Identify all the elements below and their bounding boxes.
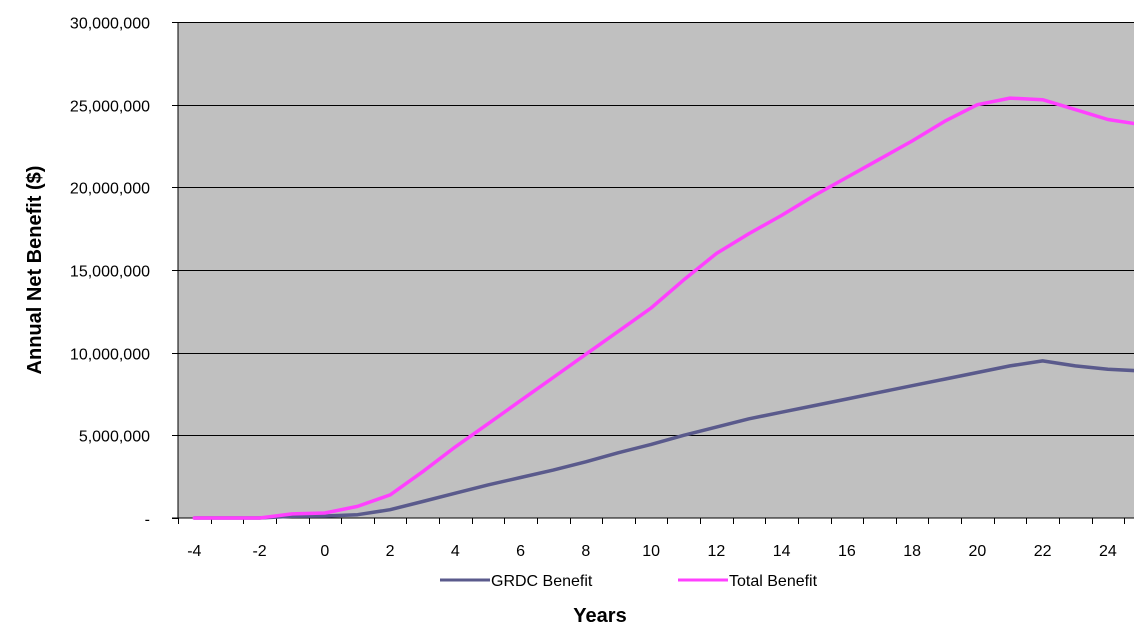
x-tick-label: 0 bbox=[320, 543, 329, 560]
x-tick-label: 10 bbox=[642, 543, 660, 560]
series-line-grdc bbox=[192, 359, 1134, 520]
x-axis-title: Years bbox=[573, 605, 626, 625]
y-tick-label: - bbox=[145, 512, 150, 529]
legend-label-grdc: GRDC Benefit bbox=[491, 573, 593, 590]
y-tick-label: 30,000,000 bbox=[70, 16, 150, 33]
x-tick-label: -4 bbox=[187, 543, 201, 560]
x-tick-label: 18 bbox=[903, 543, 921, 560]
y-tick-labels: - 5,000,000 10,000,000 15,000,000 20,000,000… bbox=[70, 16, 150, 529]
x-tick-label: 4 bbox=[451, 543, 460, 560]
y-tick-label: 25,000,000 bbox=[70, 99, 150, 116]
x-tick-label: 22 bbox=[1034, 543, 1052, 560]
y-axis-title: Annual Net Benefit ($) bbox=[24, 166, 46, 375]
x-tick-label: 20 bbox=[968, 543, 986, 560]
x-tick-label: 6 bbox=[516, 543, 525, 560]
x-tick-label: 12 bbox=[707, 543, 725, 560]
legend-label-total: Total Benefit bbox=[729, 573, 818, 590]
x-tick-label: 16 bbox=[838, 543, 856, 560]
x-tick-label: 2 bbox=[386, 543, 395, 560]
x-tick-label: 8 bbox=[581, 543, 590, 560]
series-line-total bbox=[192, 96, 1134, 520]
x-tick-label: -2 bbox=[252, 543, 266, 560]
x-tick-labels: -4 -2 0 2 4 6 8 10 12 14 16 18 20 22 24 bbox=[187, 543, 1117, 560]
x-tick-label: 14 bbox=[773, 543, 791, 560]
y-tick-label: 20,000,000 bbox=[70, 181, 150, 198]
y-tick-label: 5,000,000 bbox=[79, 429, 150, 446]
x-tick-label: 24 bbox=[1099, 543, 1117, 560]
y-tick-label: 10,000,000 bbox=[70, 347, 150, 364]
y-tick-label: 15,000,000 bbox=[70, 264, 150, 281]
gridlines bbox=[178, 22, 1134, 436]
legend: GRDC Benefit Total Benefit bbox=[440, 573, 818, 590]
axis-ticks bbox=[172, 22, 1125, 524]
series-lines bbox=[192, 96, 1134, 520]
